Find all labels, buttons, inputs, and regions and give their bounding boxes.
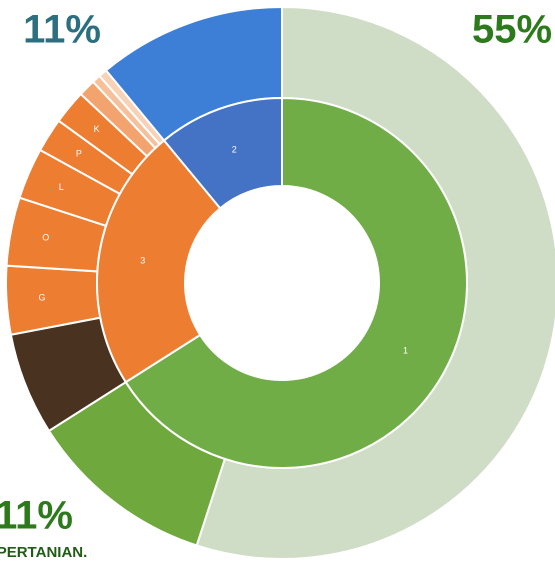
segment-label: L [59, 182, 64, 192]
segment-label: G [38, 292, 45, 302]
segment-label: K [94, 124, 100, 134]
segment [162, 96, 283, 210]
labels: G O L P K 1 3 2 55% 11% 11% [0, 8, 552, 538]
segment [96, 139, 222, 384]
value-label: 11% [0, 494, 73, 538]
rings [5, 5, 555, 560]
value-label: 11% [23, 8, 101, 52]
segment-label: P [76, 149, 82, 159]
segment-label: O [42, 232, 49, 242]
segment-label: 3 [140, 255, 145, 265]
annotation: PERTANIAN. [0, 544, 87, 561]
segment-label: 2 [232, 145, 237, 155]
value-label: 55% [472, 8, 552, 52]
segment-label: 1 [403, 345, 408, 355]
segment [124, 96, 468, 469]
